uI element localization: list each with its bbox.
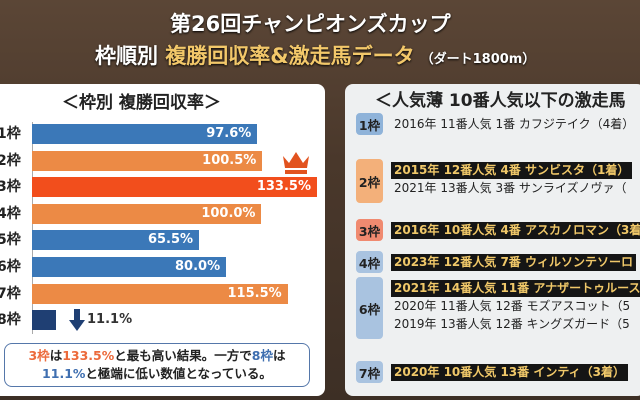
horse-entry: 2016年 11番人気 1番 カフジテイク（4着）	[394, 117, 635, 131]
horse-entry: 2019年 13番人気 12番 キングズガード（5	[394, 317, 630, 331]
frame-badge: 7枠	[356, 361, 383, 383]
bar-category-label: 6枠	[0, 259, 21, 275]
horse-entry: 2020年 10番人気 13番 インティ（3着）	[391, 364, 628, 381]
callout-frame3: 3枠	[28, 348, 50, 363]
frame-badge: 4枠	[356, 251, 383, 273]
callout-text: と最も高い結果。一方で	[114, 348, 252, 363]
subtitle-note: （ダート1800m）	[420, 52, 536, 67]
chart-title: ＜枠別 複勝回収率＞	[62, 93, 221, 113]
bar-row: 8枠	[0, 310, 322, 331]
bar-row: 6枠 80.0%	[0, 257, 322, 277]
bar: 115.5%	[32, 283, 288, 304]
bar-category-label: 4枠	[0, 205, 21, 222]
bar-category-label: 2枠	[0, 152, 21, 169]
chart-axis	[32, 122, 33, 334]
panel-title: ＜人気薄 10番人気以下の激走馬	[375, 91, 626, 111]
bar-category-label: 7枠	[0, 285, 21, 302]
bar	[32, 310, 56, 331]
frame-badge: 3枠	[356, 219, 383, 241]
bar-value-label: 100.5%	[202, 152, 257, 168]
down-arrow-icon	[69, 309, 85, 331]
bar: 65.5%	[32, 230, 200, 251]
callout-frame8: 8枠	[251, 348, 273, 363]
bar-row: 3枠 133.5%	[0, 177, 322, 198]
page-title: 第26回チャンピオンズカップ	[170, 12, 451, 36]
summary-callout: 3枠は133.5%と最も高い結果。一方で8枠は 11.1%と極端に低い数値となって…	[4, 343, 310, 387]
bar-row: 2枠 100.5%	[0, 150, 322, 171]
recovery-rate-panel: ＜枠別 複勝回収率＞ 1枠 97.6% 2枠 100.5% 3枠 133.5% 4枠 100.…	[0, 84, 325, 396]
bar-category-label: 1枠	[0, 126, 21, 142]
callout-max-value: 133.5%	[62, 348, 115, 363]
horse-entry: 2020年 11番人気 12番 モズアスコット（5	[394, 299, 631, 313]
page-subtitle: 枠順別 複勝回収率&激走馬データ （ダート1800m）	[95, 40, 535, 70]
bar-row: 1枠 97.6%	[0, 124, 322, 144]
callout-text: は	[49, 348, 63, 363]
frame-badge: 1枠	[356, 113, 383, 135]
bar: 97.6%	[32, 124, 258, 144]
longshot-horses-panel: ＜人気薄 10番人気以下の激走馬 1枠 2016年 11番人気 1番 カフジテイク…	[345, 84, 640, 396]
bar-row: 4枠 100.0%	[0, 203, 322, 224]
callout-min-value: 11.1%	[42, 366, 86, 381]
bar-value-label: 133.5%	[256, 179, 311, 195]
bar-category-label: 8枠	[0, 312, 21, 329]
callout-text: は	[273, 348, 286, 363]
subtitle-prefix: 枠順別	[95, 44, 158, 68]
horse-entry: 2021年 14番人気 11番 アナザートゥルース	[391, 280, 640, 297]
horse-entry: 2023年 12番人気 7番 ウィルソンテソーロ	[391, 254, 636, 271]
bar-row: 5枠 65.5%	[0, 230, 322, 251]
bar: 100.0%	[32, 203, 262, 224]
crown-icon	[283, 152, 309, 174]
frame-badge: 6枠	[356, 277, 383, 339]
bar-value-label: 80.0%	[175, 259, 221, 274]
bar-value-label: 65.5%	[147, 232, 194, 248]
bar-row: 7枠 115.5%	[0, 283, 322, 304]
bar-value-label: 97.6%	[206, 126, 252, 141]
bar: 133.5%	[32, 177, 317, 198]
bar-value-label: 11.1%	[87, 312, 133, 327]
frame-badge: 2枠	[356, 159, 383, 203]
bar: 100.5%	[32, 150, 263, 171]
bar-value-label: 115.5%	[227, 285, 282, 301]
bar-category-label: 5枠	[0, 232, 21, 249]
subtitle-highlight: 複勝回収率&激走馬データ	[165, 44, 415, 68]
bar-category-label: 3枠	[0, 179, 21, 196]
bar-value-label: 100.0%	[201, 205, 256, 221]
horse-entry: 2021年 13番人気 3番 サンライズノヴァ（	[394, 181, 627, 195]
bar: 80.0%	[32, 257, 227, 277]
horse-entry: 2016年 10番人気 4番 アスカノロマン（3着	[391, 222, 640, 239]
callout-text: と極端に低い数値となっている。	[85, 366, 272, 381]
horse-entry: 2015年 12番人気 4番 サンビスタ（1着）	[391, 162, 633, 179]
